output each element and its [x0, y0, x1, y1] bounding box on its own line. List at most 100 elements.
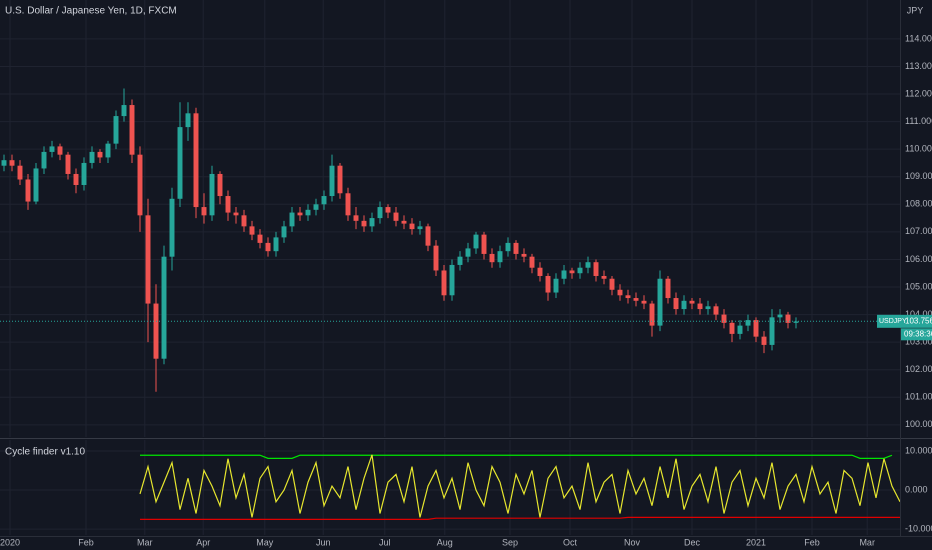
y-tick-label: 106.000: [905, 254, 932, 264]
y-tick-label: 107.000: [905, 226, 932, 236]
candle-body: [89, 151, 95, 163]
x-tick-label: Jun: [316, 537, 331, 547]
candle-body: [185, 113, 191, 128]
candle-body: [17, 165, 23, 180]
y-tick-label: 108.000: [905, 199, 932, 209]
candle-body: [105, 143, 111, 158]
candle-body: [497, 251, 503, 263]
labels: 2020 Feb Mar Apr May Jun Jul Aug Sep Oct Nov Dec 202…: [0, 33, 932, 547]
candle-body: [433, 245, 439, 271]
candle-body: [49, 146, 55, 152]
candle-body: [257, 234, 263, 243]
y-tick-label: 103.000: [905, 337, 932, 347]
candle-body: [593, 262, 599, 276]
candle-body: [769, 317, 775, 345]
candle-body: [73, 173, 79, 186]
currency-label[interactable]: JPY: [907, 5, 924, 15]
candle-body: [177, 127, 183, 199]
candle-body: [25, 179, 31, 202]
candle-body: [705, 306, 711, 310]
x-tick-label: 2020: [0, 537, 20, 547]
candle-body: [577, 267, 583, 274]
y-tick-label: 113.000: [905, 61, 932, 71]
candle-body: [481, 234, 487, 254]
candle-body: [385, 207, 391, 213]
candle-body: [601, 275, 607, 279]
candle-body: [417, 226, 423, 230]
candle-body: [297, 212, 303, 216]
candle-body: [217, 173, 223, 197]
chart-title: U.S. Dollar / Japanese Yen, 1D, FXCM: [5, 6, 177, 17]
y-tick-label: 101.000: [905, 392, 932, 402]
x-tick-label: Mar: [859, 537, 875, 547]
y-tick-label: 102.000: [905, 364, 932, 374]
y-tick-label: 112.000: [905, 88, 932, 98]
x-tick-label: Mar: [137, 537, 153, 547]
y-tick-label: 105.000: [905, 281, 932, 291]
x-tick-label: 2021: [746, 537, 766, 547]
candle-body: [777, 314, 783, 318]
candle-body: [745, 320, 751, 326]
y-tick-label: 0.000: [905, 484, 928, 494]
candle-body: [569, 270, 575, 274]
candle-body: [641, 300, 647, 304]
candle-body: [145, 215, 151, 304]
candle-body: [33, 168, 39, 202]
candle-body: [609, 278, 615, 290]
candle-body: [137, 154, 143, 216]
candle-body: [97, 151, 103, 158]
candle-body: [761, 336, 767, 345]
candle-body: [289, 212, 295, 227]
candle-body: [673, 298, 679, 310]
candle-body: [721, 314, 727, 323]
candle-body: [233, 212, 239, 216]
candle-body: [225, 196, 231, 213]
x-tick-label: Nov: [624, 537, 641, 547]
candle-body: [57, 146, 63, 155]
candle-body: [513, 242, 519, 254]
candle-body: [505, 242, 511, 252]
x-tick-label: Jul: [379, 537, 391, 547]
grid: [0, 0, 900, 535]
candle-body: [785, 314, 791, 323]
candle-body: [81, 162, 87, 186]
marks: [0, 88, 901, 520]
candle-body: [329, 165, 335, 197]
y-tick-label: 111.000: [905, 116, 932, 126]
x-tick-label: Oct: [563, 537, 578, 547]
indicator-line: [139, 454, 901, 518]
candle-body: [393, 212, 399, 221]
candle-body: [697, 303, 703, 310]
x-tick-label: Apr: [196, 537, 210, 547]
candle-body: [193, 113, 199, 208]
candle-body: [689, 300, 695, 304]
candle-body: [281, 226, 287, 238]
candle-body: [265, 242, 271, 252]
candle-body: [369, 218, 375, 227]
price-tag-value: 103.756: [905, 316, 932, 325]
x-tick-label: May: [256, 537, 274, 547]
candle-body: [537, 267, 543, 276]
candle-body: [489, 253, 495, 263]
candle-body: [249, 226, 255, 235]
candle-body: [625, 295, 631, 299]
candle-body: [241, 215, 247, 227]
candle-body: [161, 256, 167, 359]
candle-body: [129, 105, 135, 155]
candle-body: [465, 248, 471, 257]
candle-body: [377, 207, 383, 219]
candle-body: [409, 223, 415, 230]
candle-body: [441, 270, 447, 296]
candle-body: [449, 264, 455, 296]
y-tick-label: 114.000: [905, 33, 932, 43]
candle-body: [665, 278, 671, 299]
candle-body: [553, 278, 559, 293]
y-tick-label: 109.000: [905, 171, 932, 181]
x-tick-label: Sep: [502, 537, 518, 547]
candle-body: [361, 220, 367, 227]
candle-body: [337, 165, 343, 194]
candle-body: [209, 173, 215, 216]
candle-body: [585, 262, 591, 268]
